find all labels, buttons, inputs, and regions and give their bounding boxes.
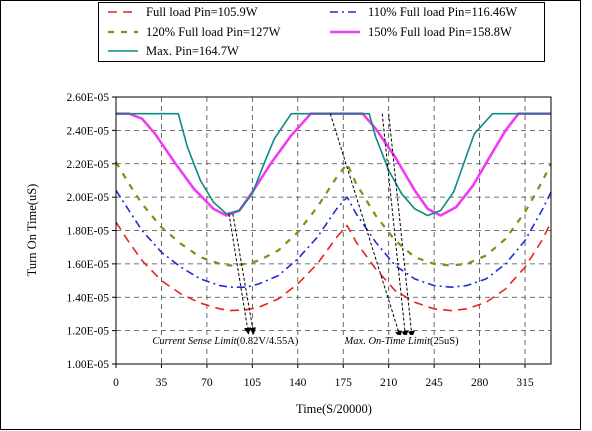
annotation-layer: Current Sense Limit(0.82V/4.55A) Max. On-…	[150, 113, 462, 348]
x-tick-label: 315	[516, 377, 534, 389]
y-axis-ticks: 1.00E-05 1.20E-05 1.40E-05 1.60E-05 1.80E-05…	[67, 92, 116, 371]
annotation-label-2: Max. On-Time Limit(25uS)	[344, 336, 460, 347]
x-tick-label: 35	[156, 377, 168, 389]
series-line-5	[116, 112, 551, 217]
annotation-arrow	[381, 113, 409, 338]
x-tick-label: 70	[201, 377, 213, 389]
annotation-arrow	[232, 213, 257, 335]
y-tick-label: 1.00E-05	[67, 359, 110, 371]
legend-label-4: 150% Full load Pin=158.8W	[368, 25, 512, 39]
annotation-bg	[341, 334, 462, 348]
y-tick-label: 2.20E-05	[67, 159, 110, 171]
legend: Full load Pin=105.9W 110% Full load Pin=1…	[98, 2, 545, 62]
annotation-arrow	[329, 113, 402, 338]
x-tick-label: 105	[244, 377, 262, 389]
annotation-label-italic: Max. On-Time Limit	[344, 336, 432, 347]
annotation-label-plain: (0.82V/4.55A)	[237, 336, 299, 347]
y-axis-title: Turn On Time(uS)	[25, 184, 39, 277]
series-layer	[115, 112, 552, 312]
y-tick-label: 2.00E-05	[67, 192, 110, 204]
x-tick-label: 175	[335, 377, 353, 389]
annotation-label-1: Current Sense Limit(0.82V/4.55A)	[152, 336, 299, 347]
x-axis-title: Time(S/20000)	[296, 402, 372, 416]
annotation-arrow	[228, 213, 251, 335]
grid	[116, 97, 551, 364]
y-tick-label: 1.60E-05	[67, 259, 110, 271]
x-tick-label: 245	[426, 377, 444, 389]
series-line-1	[115, 221, 552, 312]
annotation-label-italic: Current Sense Limit	[152, 336, 237, 347]
x-tick-label: 210	[380, 377, 398, 389]
x-tick-label: 140	[289, 377, 307, 389]
series-line-2	[115, 189, 552, 289]
legend-label-1: Full load Pin=105.9W	[146, 5, 258, 19]
legend-label-3: 120% Full load Pin=127W	[146, 25, 281, 39]
x-tick-label: 280	[471, 377, 489, 389]
y-tick-label: 1.20E-05	[67, 326, 110, 338]
x-tick-label: 0	[113, 377, 119, 389]
x-axis-ticks: 0 35 70 105 140 175 210 245 280 315	[113, 364, 534, 389]
plot-area: Current Sense Limit(0.82V/4.55A) Max. On-…	[115, 96, 552, 365]
y-tick-label: 1.80E-05	[67, 226, 110, 238]
legend-label-5: Max. Pin=164.7W	[146, 44, 239, 58]
legend-box	[98, 2, 545, 62]
annotation-label-plain: (25uS)	[430, 336, 459, 347]
y-tick-label: 1.40E-05	[67, 292, 110, 304]
annotation-bg	[150, 334, 301, 348]
annotation-arrow	[388, 113, 415, 338]
legend-label-2: 110% Full load Pin=116.46W	[368, 5, 517, 19]
y-tick-label: 2.40E-05	[67, 125, 110, 137]
y-tick-label: 2.60E-05	[67, 92, 110, 104]
